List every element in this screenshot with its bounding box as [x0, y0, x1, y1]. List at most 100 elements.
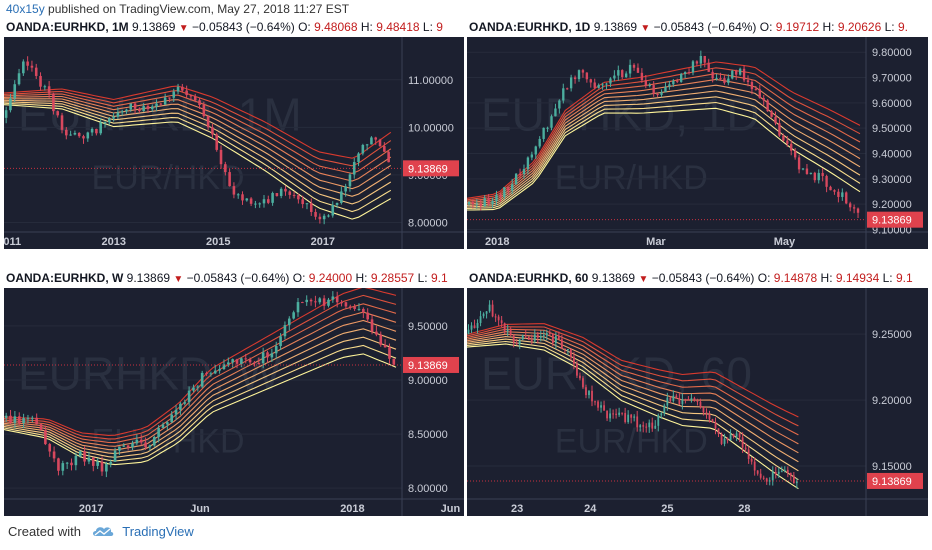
x-tick-label: 2018 — [485, 236, 509, 248]
legend-monthly: OANDA:EURHKD, 1M 9.13869 ▼ −0.05843 (−0.… — [6, 20, 443, 34]
candle — [185, 85, 188, 98]
candle — [576, 360, 578, 378]
candle — [284, 185, 287, 196]
candle — [240, 357, 243, 368]
chart-panel-weekly[interactable]: EURHKD, W EUR/HKD 9.50000 9.00000 8.50000 8.0… — [4, 288, 464, 516]
candle — [577, 69, 581, 82]
candle — [632, 63, 636, 71]
symbol-name[interactable]: OANDA:EURHKD — [469, 20, 569, 34]
symbol-name[interactable]: OANDA:EURHKD — [6, 271, 106, 285]
candle — [506, 324, 509, 337]
candle — [279, 187, 283, 199]
candle — [13, 80, 17, 103]
candle — [563, 348, 566, 353]
candle — [135, 434, 139, 446]
candle — [518, 168, 522, 178]
chart-canvas[interactable]: EURHKD, W EUR/HKD 9.50000 9.00000 8.50000 8.0… — [4, 288, 464, 516]
y-tick-label: 10.00000 — [408, 122, 454, 134]
candle — [274, 341, 278, 359]
y-tick-label: 9.20000 — [872, 395, 912, 407]
ma-ribbon-line — [467, 331, 799, 445]
candle — [766, 99, 769, 112]
candle — [609, 77, 612, 88]
candle — [640, 68, 644, 83]
chart-canvas[interactable]: EURHKD, 1DEUR/HKD9.800009.700009.600009.… — [467, 37, 928, 249]
candle — [821, 168, 824, 182]
candle — [309, 198, 313, 216]
ma-ribbon-line — [4, 328, 397, 455]
candle — [200, 370, 204, 389]
candle — [142, 103, 145, 112]
candle — [521, 334, 524, 341]
open-label: O: — [298, 20, 311, 34]
author-link[interactable]: 40x15y — [6, 2, 45, 16]
candle — [624, 407, 627, 424]
candle — [738, 67, 742, 76]
candle — [227, 357, 230, 368]
candle — [723, 433, 726, 447]
ma-ribbon-line — [467, 73, 861, 202]
candle — [837, 188, 840, 203]
candle — [515, 338, 518, 346]
high-value: 9.20626 — [837, 20, 882, 34]
low-value: 9.1 — [430, 271, 448, 285]
candle — [87, 451, 91, 465]
candle — [660, 411, 663, 419]
chart-panel-daily[interactable]: EURHKD, 1D EUR/HKD 9.80000 9.70000 9.60000 9.… — [467, 37, 928, 249]
candle — [848, 201, 852, 212]
candle — [507, 186, 510, 196]
watermark-pair: EUR/HKD — [555, 159, 708, 197]
chart-canvas[interactable]: EURHKD, 1MEUR/HKD11.0000010.000009.00000… — [4, 37, 464, 249]
candle — [681, 393, 684, 410]
candle — [512, 333, 515, 348]
candle — [297, 193, 300, 204]
candle — [9, 409, 12, 424]
candle — [344, 301, 348, 310]
candle — [717, 428, 720, 438]
x-tick-label: Jun — [190, 503, 210, 515]
symbol-name[interactable]: OANDA:EURHKD — [469, 271, 569, 285]
low-value: 9.1 — [895, 271, 913, 285]
created-with-text: Created with — [8, 524, 81, 539]
candle — [159, 102, 163, 106]
candle — [47, 81, 51, 99]
candle — [479, 310, 482, 327]
candle — [232, 182, 236, 199]
candle — [539, 330, 542, 342]
candle — [613, 70, 616, 82]
candle — [558, 99, 561, 114]
candle — [90, 127, 94, 136]
candle — [301, 195, 304, 209]
candle — [708, 410, 711, 423]
candle — [699, 50, 703, 69]
candle — [335, 291, 339, 308]
candle — [292, 310, 295, 320]
candle — [213, 364, 217, 375]
candle — [245, 198, 249, 202]
candle — [133, 102, 137, 114]
candle — [69, 130, 72, 136]
y-tick-label: 9.70000 — [872, 73, 912, 85]
candle — [139, 434, 143, 446]
y-tick-label: 9.50000 — [872, 123, 912, 135]
candle — [379, 331, 383, 347]
chart-panel-hourly[interactable]: EURHKD, 60 EUR/HKD 9.25000 9.20000 9.15000 9.… — [467, 288, 928, 516]
down-arrow-icon: ▼ — [173, 274, 184, 285]
candle — [668, 80, 671, 90]
tradingview-brand-link[interactable]: TradingView — [122, 524, 194, 539]
candle — [370, 314, 374, 335]
y-tick-label: 9.80000 — [872, 47, 912, 59]
down-arrow-icon: ▼ — [640, 23, 651, 34]
candle — [30, 60, 34, 72]
y-tick-label: 9.30000 — [872, 174, 912, 186]
candle — [777, 467, 780, 478]
tradingview-cloud-icon[interactable] — [91, 525, 115, 540]
candle — [693, 396, 696, 402]
chart-canvas[interactable]: EURHKD, 60 EUR/HKD 9.25000 9.20000 9.15000 9.… — [467, 288, 928, 516]
chart-panel-monthly[interactable]: EURHKD, 1MEUR/HKD11.0000010.000009.00000… — [4, 37, 464, 249]
symbol-name[interactable]: OANDA:EURHKD — [6, 20, 106, 34]
candle — [509, 327, 512, 337]
candle — [524, 329, 527, 339]
x-tick-label: 2011 — [4, 236, 21, 248]
ma-ribbon-line — [4, 95, 392, 182]
